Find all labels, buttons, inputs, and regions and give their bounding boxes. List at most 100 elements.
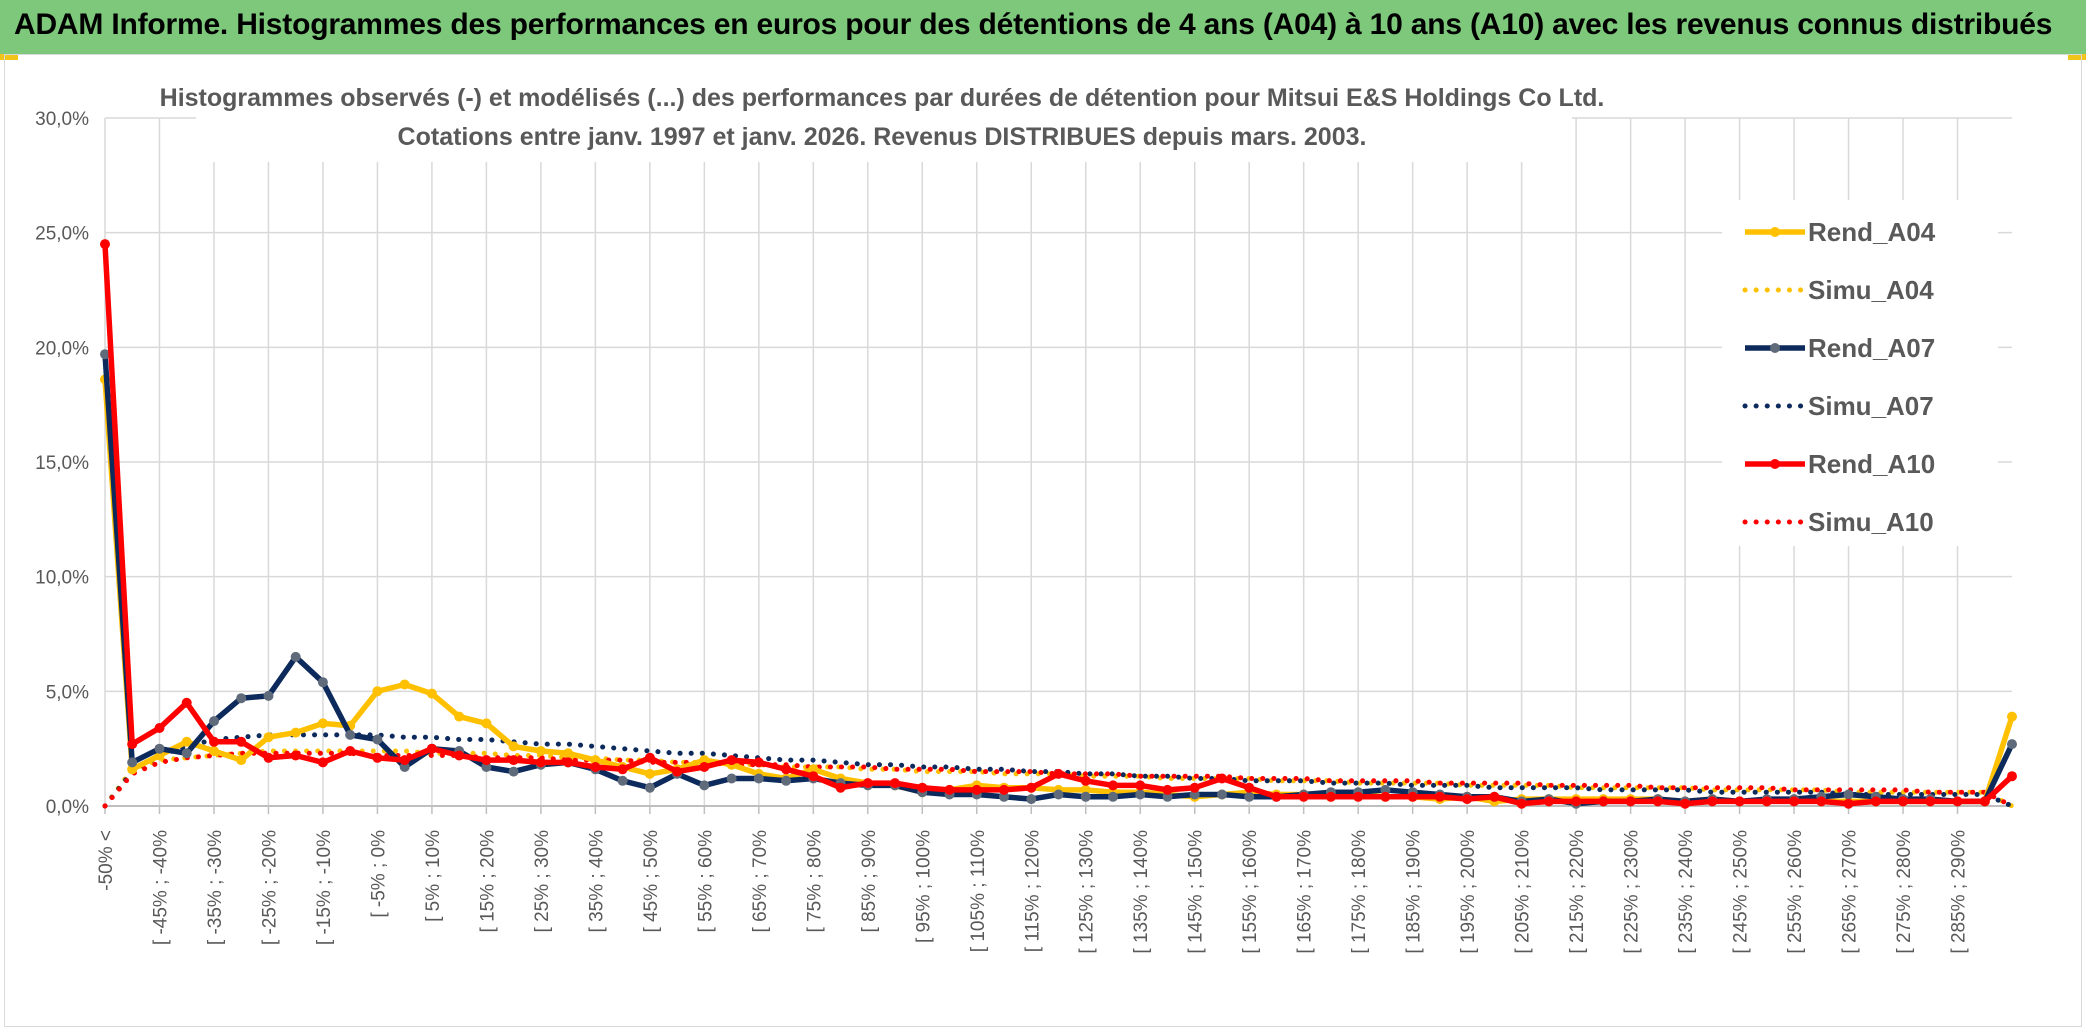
- data-point: [808, 764, 819, 775]
- data-point: [426, 688, 437, 699]
- data-point: [1080, 775, 1091, 786]
- data-point: [617, 764, 628, 775]
- corner-accent-left: [0, 54, 18, 60]
- chart-title-line-1: Histogrammes observés (-) et modélisés (…: [160, 84, 1605, 112]
- x-tick-label: [ 55% ; 60%: [695, 830, 716, 933]
- data-point: [1870, 796, 1881, 807]
- x-tick-label: [ 245% ; 250%: [1731, 830, 1752, 954]
- data-point: [535, 746, 546, 756]
- report-title: ADAM Informe. Histogrammes des performan…: [14, 8, 2053, 41]
- data-point: [372, 686, 383, 697]
- data-point: [100, 349, 110, 360]
- data-point: [2007, 739, 2017, 750]
- data-point: [726, 755, 737, 766]
- data-point: [563, 757, 574, 768]
- data-point: [1625, 796, 1636, 807]
- data-point: [209, 736, 219, 747]
- data-point: [481, 762, 492, 772]
- data-point: [1380, 784, 1391, 795]
- data-point: [345, 746, 356, 756]
- data-point: [263, 732, 274, 743]
- data-point: [127, 739, 138, 750]
- data-point: [726, 773, 737, 784]
- data-point: [535, 757, 546, 768]
- y-tick-label: 0,0%: [46, 797, 89, 818]
- data-point: [1325, 791, 1336, 802]
- x-tick-label: [ 115% ; 120%: [1022, 830, 1043, 952]
- x-tick-label: [ 75% ; 80%: [804, 830, 825, 933]
- data-point: [399, 755, 410, 766]
- x-tick-label: [ 215% ; 220%: [1567, 830, 1588, 954]
- x-tick-label: [ 125% ; 130%: [1077, 830, 1098, 954]
- data-point: [236, 693, 247, 704]
- data-point: [1571, 796, 1582, 807]
- data-point: [1789, 796, 1800, 807]
- chart-frame: [4, 54, 2082, 1027]
- data-point: [1843, 798, 1854, 809]
- data-point: [1598, 796, 1609, 807]
- series-simu-a10: [102, 750, 2015, 809]
- x-tick-label: [ -35% ; -30%: [205, 830, 226, 945]
- legend-label: Simu_A10: [1808, 507, 1934, 537]
- data-point: [1979, 796, 1990, 807]
- y-tick-label: 10,0%: [35, 568, 89, 589]
- x-tick-label: [ 135% ; 140%: [1131, 830, 1152, 954]
- data-point: [1026, 794, 1037, 805]
- x-tick-label: [ 255% ; 260%: [1785, 830, 1806, 954]
- data-point: [1761, 796, 1772, 807]
- x-tick-label: [ 95% ; 100%: [913, 830, 934, 943]
- data-point: [890, 778, 900, 789]
- data-point: [1189, 782, 1200, 793]
- data-point: [808, 771, 819, 782]
- data-point: [209, 746, 219, 756]
- y-tick-label: 5,0%: [46, 682, 89, 703]
- data-point: [372, 752, 383, 763]
- data-point: [1353, 791, 1364, 802]
- data-point: [1026, 782, 1037, 793]
- data-point: [181, 697, 192, 708]
- data-point: [454, 711, 465, 722]
- data-point: [1380, 791, 1391, 802]
- legend: Rend_A04 Simu_A04 Rend_A07 Simu_A07 Rend_A10…: [1722, 200, 1998, 546]
- report-banner: ADAM Informe. Histogrammes des performan…: [0, 0, 2086, 54]
- data-point: [753, 773, 764, 784]
- legend-item: Simu_A10: [1742, 507, 1934, 537]
- chart-title-line-2: Cotations entre janv. 1997 et janv. 2026…: [398, 123, 1367, 151]
- legend-label: Simu_A07: [1808, 391, 1934, 421]
- data-point: [372, 734, 383, 745]
- data-point: [1162, 791, 1173, 802]
- x-tick-label: [ 65% ; 70%: [750, 830, 771, 933]
- data-point: [290, 651, 301, 662]
- data-point: [1434, 791, 1445, 802]
- data-point: [1244, 782, 1255, 793]
- data-point: [1462, 794, 1473, 805]
- legend-item: Simu_A04: [1742, 275, 1934, 305]
- data-point: [481, 718, 492, 729]
- data-point: [1271, 791, 1282, 802]
- data-point: [1298, 791, 1309, 802]
- data-point: [781, 775, 792, 786]
- x-tick-label: [ 205% ; 210%: [1513, 830, 1534, 954]
- data-point: [1407, 791, 1418, 802]
- data-point: [1652, 796, 1663, 807]
- data-point: [917, 782, 928, 793]
- data-point: [454, 750, 465, 761]
- x-tick-label: [ 175% ; 180%: [1349, 830, 1370, 954]
- x-tick-label: -50% <: [96, 830, 117, 891]
- data-point: [835, 782, 846, 793]
- data-point: [1734, 796, 1745, 807]
- x-tick-label: [ 265% ; 270%: [1840, 830, 1861, 954]
- legend-background: [1722, 200, 1998, 546]
- data-point: [999, 791, 1009, 802]
- corner-accent-right: [2068, 54, 2086, 60]
- x-tick-label: [ 185% ; 190%: [1404, 830, 1425, 954]
- data-point: [181, 736, 192, 747]
- x-tick-label: [ 285% ; 290%: [1949, 830, 1970, 954]
- y-tick-label: 20,0%: [35, 338, 89, 359]
- data-point: [644, 782, 655, 793]
- data-point: [1680, 798, 1691, 809]
- x-tick-label: [ -45% ; -40%: [150, 830, 171, 945]
- x-tick-label: [ 155% ; 160%: [1240, 830, 1261, 954]
- data-point: [1543, 796, 1554, 807]
